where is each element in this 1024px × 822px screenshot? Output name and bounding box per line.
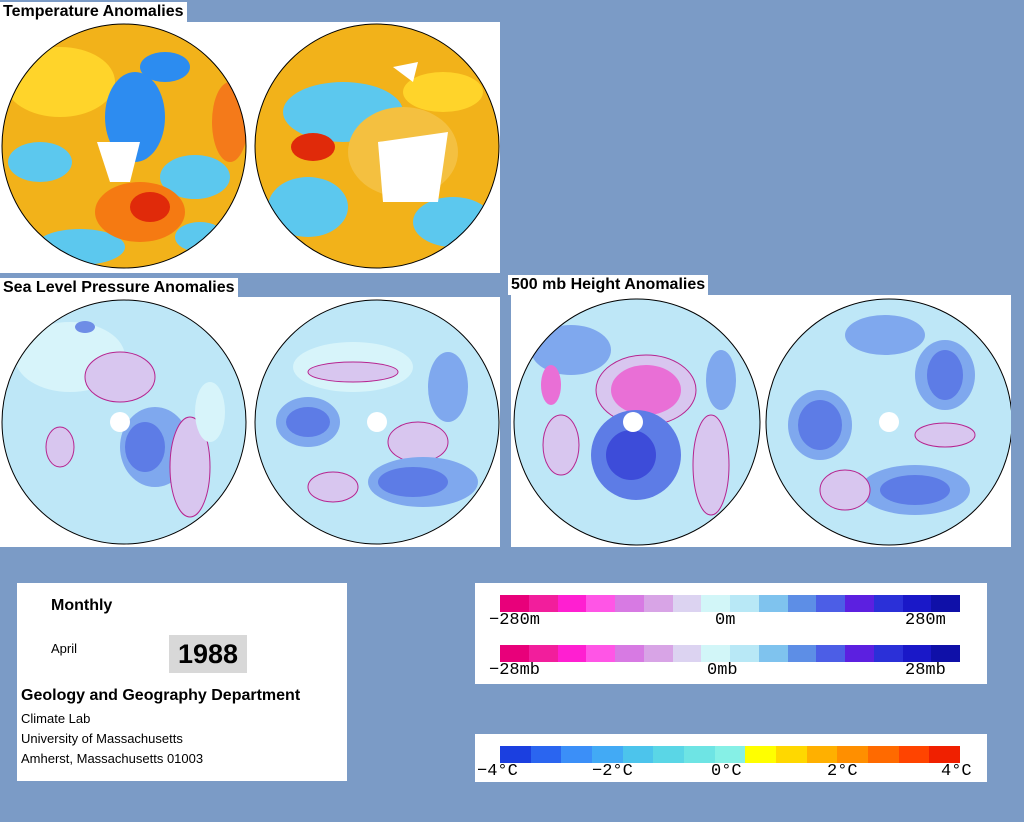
temperature-colorbar-swatch bbox=[500, 746, 531, 763]
pressure-colorbar-swatch bbox=[557, 645, 587, 662]
pressure-colorbar-swatch bbox=[528, 645, 558, 662]
height500-panel bbox=[511, 295, 1011, 547]
height500-globe-south bbox=[765, 298, 1011, 546]
height-mid-label: 0m bbox=[715, 611, 736, 630]
pressure-colorbar-swatch bbox=[672, 645, 702, 662]
temp-label-2: −2°C bbox=[592, 762, 633, 781]
height-colorbar-swatch bbox=[643, 595, 673, 612]
height-colorbar-swatch bbox=[672, 595, 702, 612]
height-colorbar-swatch bbox=[528, 595, 558, 612]
height-colorbar-swatch bbox=[787, 595, 817, 612]
height500-globe-north bbox=[513, 298, 761, 546]
pressure-colorbar-swatch bbox=[758, 645, 788, 662]
temperature-title: Temperature Anomalies bbox=[0, 2, 187, 22]
pressure-mid-label: 0mb bbox=[707, 661, 738, 680]
height-colorbar bbox=[500, 595, 960, 612]
slp-globe-north bbox=[1, 299, 247, 545]
pressure-colorbar-swatch bbox=[586, 645, 615, 662]
lab-label: Climate Lab bbox=[21, 711, 91, 726]
temperature-colorbar-swatch bbox=[592, 746, 623, 763]
slp-panel bbox=[0, 297, 500, 547]
temperature-colorbar-swatch bbox=[929, 746, 961, 763]
height-colorbar-swatch bbox=[931, 595, 960, 612]
pressure-colorbar-swatch bbox=[845, 645, 874, 662]
height-colorbar-swatch bbox=[615, 595, 644, 612]
temperature-colorbar-swatch bbox=[530, 746, 562, 763]
temperature-colorbar bbox=[500, 746, 961, 763]
temperature-colorbar-swatch bbox=[868, 746, 899, 763]
anomaly-legend: −280m 0m 280m −28mb 0mb 28mb bbox=[475, 583, 987, 684]
pressure-colorbar-swatch bbox=[643, 645, 673, 662]
temperature-globe-south bbox=[254, 23, 500, 269]
height-min-label: −280m bbox=[489, 611, 541, 630]
address-label: Amherst, Massachusetts 01003 bbox=[21, 751, 204, 766]
temperature-colorbar-swatch bbox=[561, 746, 593, 763]
height-colorbar-swatch bbox=[730, 595, 759, 612]
slp-title: Sea Level Pressure Anomalies bbox=[0, 278, 238, 298]
temperature-colorbar-swatch bbox=[898, 746, 930, 763]
slp-globe-south bbox=[254, 299, 500, 545]
pressure-colorbar-swatch bbox=[701, 645, 730, 662]
pressure-colorbar-swatch bbox=[931, 645, 960, 662]
temperature-colorbar-swatch bbox=[745, 746, 777, 763]
temperature-legend: −4°C −2°C 0°C 2°C 4°C bbox=[475, 734, 987, 782]
temperature-colorbar-swatch bbox=[622, 746, 654, 763]
period-label: Monthly bbox=[51, 597, 113, 614]
department-label: Geology and Geography Department bbox=[21, 687, 301, 704]
pressure-colorbar-swatch bbox=[873, 645, 903, 662]
info-box: Monthly April 1988 Geology and Geography… bbox=[17, 583, 347, 781]
height-colorbar-swatch bbox=[586, 595, 615, 612]
height-colorbar-swatch bbox=[758, 595, 788, 612]
height-colorbar-swatch bbox=[557, 595, 587, 612]
pressure-colorbar-swatch bbox=[615, 645, 644, 662]
temperature-colorbar-swatch bbox=[653, 746, 685, 763]
height500-title: 500 mb Height Anomalies bbox=[508, 275, 709, 295]
pressure-colorbar-swatch bbox=[500, 645, 529, 662]
temp-label-3: 0°C bbox=[711, 762, 742, 781]
temp-label-1: −4°C bbox=[477, 762, 518, 781]
temperature-globe-north bbox=[1, 23, 247, 269]
height-colorbar-swatch bbox=[902, 595, 932, 612]
temperature-colorbar-swatch bbox=[776, 746, 807, 763]
height-colorbar-swatch bbox=[845, 595, 874, 612]
height-colorbar-swatch bbox=[701, 595, 730, 612]
pressure-colorbar-swatch bbox=[730, 645, 759, 662]
temperature-colorbar-swatch bbox=[837, 746, 869, 763]
pressure-min-label: −28mb bbox=[489, 661, 541, 680]
height-max-label: 280m bbox=[905, 611, 946, 630]
university-label: University of Massachusetts bbox=[21, 731, 183, 746]
height-colorbar-swatch bbox=[500, 595, 529, 612]
pressure-colorbar-swatch bbox=[787, 645, 817, 662]
temp-label-5: 4°C bbox=[941, 762, 972, 781]
temperature-colorbar-swatch bbox=[684, 746, 715, 763]
pressure-colorbar-swatch bbox=[816, 645, 845, 662]
height-colorbar-swatch bbox=[873, 595, 903, 612]
temperature-colorbar-swatch bbox=[714, 746, 746, 763]
pressure-colorbar-swatch bbox=[902, 645, 932, 662]
temperature-panel bbox=[0, 22, 500, 273]
height-colorbar-swatch bbox=[816, 595, 845, 612]
month-label: April bbox=[51, 641, 78, 656]
pressure-max-label: 28mb bbox=[905, 661, 946, 680]
pressure-colorbar bbox=[500, 645, 960, 662]
temperature-colorbar-swatch bbox=[806, 746, 838, 763]
temp-label-4: 2°C bbox=[827, 762, 858, 781]
year-label: 1988 bbox=[169, 635, 247, 673]
